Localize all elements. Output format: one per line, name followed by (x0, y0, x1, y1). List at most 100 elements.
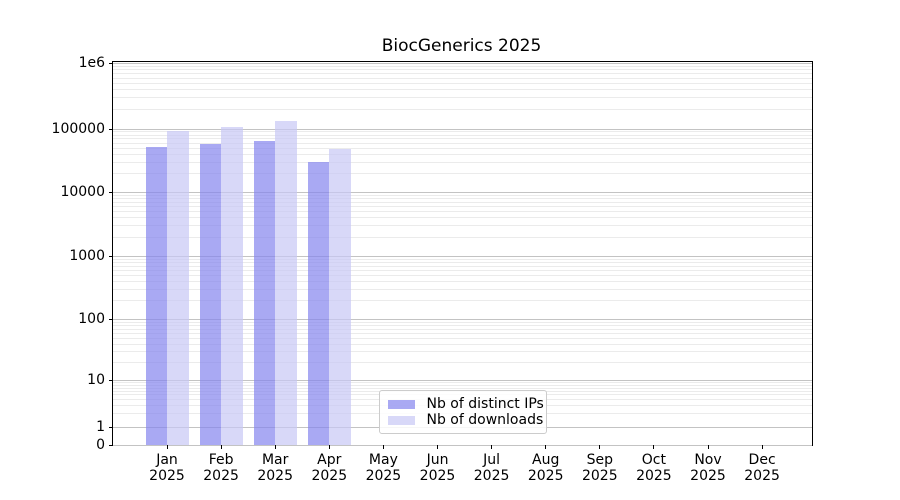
x-tick-mark (274, 445, 276, 449)
legend-row-nb-of-downloads: Nb of downloads (387, 412, 543, 428)
y-tick-mark (109, 255, 113, 257)
x-tick-label-oct: Oct 2025 (636, 452, 672, 484)
x-tick-label-jul: Jul 2025 (473, 452, 510, 484)
gridline-minor (113, 382, 812, 384)
gridline-minor (113, 153, 812, 155)
gridline-minor (113, 138, 812, 140)
bar-nb-of-distinct-ips-feb (199, 143, 222, 445)
y-tick-mark (109, 63, 113, 64)
x-tick-label-nov: Nov 2025 (690, 452, 726, 484)
gridline-major (113, 380, 812, 382)
bar-nb-of-downloads-feb (221, 127, 243, 445)
gridline-minor (113, 261, 812, 263)
gridline-minor (113, 361, 812, 363)
gridline-minor (113, 97, 812, 99)
x-tick-label-jan: Jan 2025 (149, 452, 185, 484)
bar-nb-of-downloads-apr (329, 148, 351, 445)
x-tick-mark (166, 445, 168, 449)
gridline-minor (113, 73, 812, 75)
y-tick-mark (109, 444, 113, 446)
x-tick-label-dec: Dec 2025 (744, 452, 780, 484)
y-tick-label: 1e6 (78, 55, 105, 71)
gridline-minor (113, 351, 812, 353)
gridline-minor (113, 328, 812, 330)
x-tick-label-apr: Apr 2025 (311, 452, 348, 484)
legend-swatch-icon (387, 399, 415, 409)
x-tick-mark (491, 445, 493, 449)
gridline-minor (113, 265, 812, 267)
y-tick-mark (109, 192, 113, 193)
x-tick-label-jun: Jun 2025 (419, 452, 456, 484)
gridline-minor (113, 142, 812, 144)
legend-label: Nb of downloads (426, 412, 544, 428)
gridline-minor (113, 161, 812, 163)
legend: Nb of distinct IPs Nb of downloads (378, 390, 547, 434)
gridline-minor (113, 211, 812, 213)
x-tick-mark (437, 445, 438, 449)
gridline-minor (113, 66, 812, 67)
x-tick-mark (328, 445, 330, 449)
x-tick-label-sep: Sep 2025 (581, 452, 618, 484)
y-tick-label: 1 (96, 419, 105, 435)
gridline-minor (113, 274, 812, 276)
x-tick-mark (545, 445, 547, 449)
gridline-major (113, 319, 812, 321)
gridline-minor (113, 108, 812, 110)
x-tick-mark (220, 445, 222, 449)
gridline-minor (113, 337, 812, 339)
gridline-major (113, 192, 812, 193)
y-tick-mark (109, 319, 113, 321)
gridline-minor (113, 172, 812, 174)
gridline-major (113, 444, 812, 446)
x-tick-label-aug: Aug 2025 (527, 452, 564, 484)
y-tick-mark (109, 380, 113, 382)
gridline-minor (113, 387, 812, 389)
gridline-minor (113, 217, 812, 219)
gridline-minor (113, 198, 812, 200)
gridline-minor (113, 134, 812, 136)
gridline-minor (113, 236, 812, 238)
gridline-minor (113, 206, 812, 208)
gridline-minor (113, 147, 812, 149)
y-tick-label: 100 (78, 311, 105, 328)
gridline-major (113, 128, 812, 130)
chart-title: BiocGenerics 2025 (381, 36, 542, 56)
gridline-minor (113, 343, 812, 345)
gridline-minor (113, 300, 812, 302)
gridline-minor (113, 281, 812, 282)
x-tick-mark (599, 445, 601, 449)
gridline-minor (113, 225, 812, 227)
y-tick-label: 10000 (60, 184, 105, 200)
y-tick-label: 100000 (51, 120, 105, 137)
gridline-minor (113, 69, 812, 71)
x-tick-mark (761, 445, 763, 449)
gridline-minor (113, 269, 812, 271)
y-tick-label: 10 (87, 372, 105, 389)
x-tick-mark (653, 445, 655, 449)
y-tick-label: 1000 (69, 247, 105, 264)
bar-nb-of-distinct-ips-mar (253, 141, 276, 445)
legend-swatch-icon (387, 415, 415, 425)
x-tick-label-mar: Mar 2025 (257, 452, 293, 484)
y-tick-mark (109, 128, 113, 130)
bar-nb-of-distinct-ips-jan (145, 146, 167, 445)
gridline-minor (113, 201, 812, 203)
gridline-minor (113, 77, 812, 79)
gridline-minor (113, 325, 812, 327)
bar-nb-of-distinct-ips-apr (307, 161, 330, 445)
bar-nb-of-downloads-mar (275, 121, 297, 445)
x-tick-label-may: May 2025 (365, 452, 402, 484)
gridline-minor (113, 289, 812, 290)
gridline-minor (113, 82, 812, 84)
gridline-minor (113, 384, 812, 386)
gridline-minor (113, 89, 812, 91)
x-tick-label-feb: Feb 2025 (203, 452, 239, 484)
gridline-minor (113, 194, 812, 196)
y-tick-mark (109, 427, 113, 428)
gridline-minor (113, 322, 812, 324)
gridline-minor (113, 332, 812, 334)
plot-area: 1e6 100000 10000 1000 100 10 1 0 Jan 2025 Feb 202… (52, 56, 813, 484)
x-tick-mark (382, 445, 384, 449)
gridline-major (113, 255, 812, 257)
